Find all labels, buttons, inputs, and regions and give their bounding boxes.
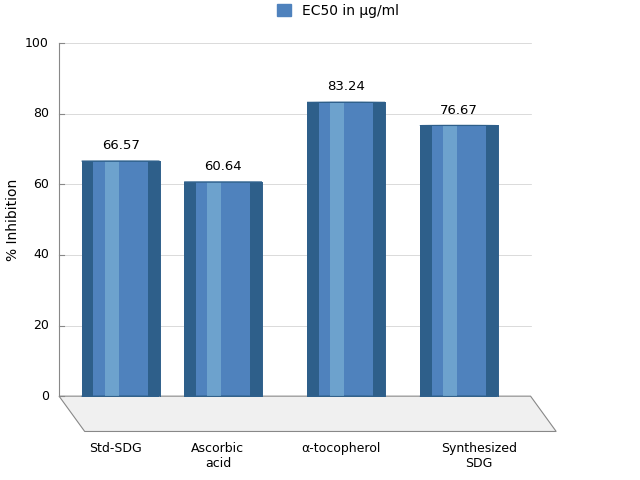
- Text: 100: 100: [25, 36, 49, 49]
- Text: Synthesized
SDG: Synthesized SDG: [442, 442, 517, 470]
- Bar: [196, 182, 250, 396]
- Bar: [93, 161, 148, 396]
- Bar: [420, 125, 431, 396]
- Ellipse shape: [307, 102, 385, 103]
- Text: 80: 80: [33, 107, 49, 120]
- Text: 66.57: 66.57: [102, 139, 140, 152]
- Bar: [250, 182, 262, 396]
- Ellipse shape: [420, 125, 498, 126]
- Text: 76.67: 76.67: [440, 104, 477, 117]
- Text: Ascorbic
acid: Ascorbic acid: [191, 442, 244, 470]
- Bar: [486, 125, 498, 396]
- Bar: [207, 182, 221, 396]
- Text: % Inhibition: % Inhibition: [6, 179, 20, 261]
- Text: 20: 20: [33, 319, 49, 332]
- Text: 60.64: 60.64: [204, 160, 242, 173]
- Text: Std-SDG: Std-SDG: [89, 442, 142, 455]
- Bar: [373, 102, 385, 396]
- Bar: [307, 102, 319, 396]
- Polygon shape: [59, 396, 556, 432]
- Bar: [330, 102, 344, 396]
- Bar: [319, 102, 373, 396]
- Bar: [82, 161, 93, 396]
- Bar: [148, 161, 159, 396]
- Text: 0: 0: [41, 390, 49, 403]
- Text: 83.24: 83.24: [327, 80, 365, 94]
- Bar: [184, 182, 196, 396]
- Text: 40: 40: [33, 249, 49, 262]
- Bar: [431, 125, 486, 396]
- Text: α-tocopherol: α-tocopherol: [301, 442, 381, 455]
- Bar: [444, 125, 457, 396]
- Legend: EC50 in μg/ml: EC50 in μg/ml: [277, 4, 399, 18]
- Bar: [105, 161, 118, 396]
- Text: 60: 60: [33, 178, 49, 191]
